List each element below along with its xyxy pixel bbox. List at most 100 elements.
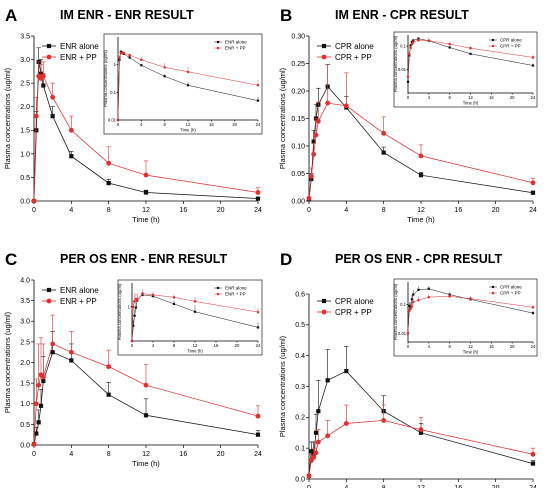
inset-legend-label: CPR + PP [500,44,521,49]
inset-x-tick-label: 16 [209,122,214,127]
y-tick-label: 2.5 [20,81,30,88]
data-point [33,113,39,119]
inset-x-tick-label: 4 [428,344,431,349]
inset-data-point [186,70,190,74]
y-tick-label: 1.5 [20,381,30,388]
x-tick-label: 16 [454,485,462,488]
x-tick-label: 24 [254,451,262,458]
inset-x-tick-label: 4 [152,343,155,348]
y-tick-label: 0.0 [20,442,30,449]
y-axis-title: Plasma concentrations (ug/ml) [3,67,12,169]
inset-data-point [122,51,126,55]
chart-b: B IM ENR - CPR RESULT 0 4 8 12 16 20 24 0.00 0.05 0… [278,6,538,224]
inset-legend-marker [216,292,220,296]
series-line [33,351,259,445]
x-tick-label: 24 [254,207,262,214]
data-point [316,409,321,414]
inset-legend-marker [491,44,495,48]
inset-series-2 [116,51,260,122]
inset-data-point [172,296,176,299]
inset-y-axis-title: Plasma concentrations (ug/ml) [117,283,122,340]
inset-data-point [141,292,144,295]
x-tick-label: 12 [142,451,150,458]
inset-data-point [531,56,535,59]
data-point [344,368,349,374]
data-point [306,195,312,201]
y-tick-label: 0.5 [20,175,30,182]
y-axis-title: Plasma concentrations (ug/ml) [278,335,287,437]
data-point [306,473,312,479]
x-axis-title: Time (h) [132,215,160,224]
inset-legend-label: CPR + PP [500,291,521,296]
x-tick-label: 4 [69,451,73,458]
legend: ENR alone ENR + PP [42,42,99,62]
y-tick-label: 2.5 [20,339,30,346]
data-point [38,403,44,408]
inset-y-tick-label: 0.01 [398,67,407,72]
panel-title: IM ENR - CPR RESULT [335,8,469,22]
data-point [315,118,321,124]
inset-legend-marker [491,285,495,289]
x-tick-label: 20 [217,451,225,458]
inset-data-point [406,80,410,83]
data-point [325,433,331,439]
data-point [106,364,112,370]
inset-x-tick-label: 16 [489,344,494,349]
inset-x-tick-label: 4 [428,95,431,100]
inset-x-tick-label: 24 [256,343,261,348]
inset-legend-label: ENR + PP [225,292,246,297]
y-tick-label: 0.15 [291,116,305,123]
inset-series-2 [406,36,535,78]
inset-data-point [256,326,260,329]
inset-data-point [427,295,431,299]
series-2 [31,314,261,447]
inset-data-point [140,64,143,67]
inset-x-tick-label: 16 [489,95,494,100]
inset-x-tick-label: 12 [186,122,191,127]
inset-x-tick-label: 0 [407,344,410,349]
inset-y-tick-label: 0.1 [400,44,406,49]
inset-data-point [531,312,535,315]
inset-frame [103,33,263,135]
inset-series-2 [406,293,535,335]
inset-data-point [427,287,430,290]
x-tick-label: 24 [529,207,537,214]
data-point [308,173,314,179]
data-point [50,94,56,100]
y-tick-label: 0.00 [291,198,305,205]
inset-chart: 0 4 8 12 16 20 24 0.01 0.1 1 Time (h) Plasma concen… [103,33,263,135]
panel-d: D PER OS ENR - CPR RESULT 0 4 8 12 16 20 24 0.0 0.… [275,244,550,488]
legend-label: CPR alone [335,297,374,306]
data-point [309,449,314,454]
panel-title: PER OS ENR - ENR RESULT [60,252,228,266]
inset-data-point [417,39,420,42]
x-tick-label: 8 [382,207,386,214]
inset-x-tick-label: 4 [140,122,143,127]
inset-data-point [417,288,420,291]
data-point [311,455,317,460]
series-2 [31,61,261,204]
inset-data-point [417,298,420,302]
y-tick-label: 1.5 [20,128,30,135]
inset-x-tick-label: 12 [468,95,473,100]
inset-data-point [448,46,451,49]
x-tick-label: 0 [307,207,311,214]
legend-marker [46,298,52,304]
y-tick-label: 0.4 [295,353,305,360]
inset-data-point [406,332,410,335]
inset-x-axis-title: Time (h) [187,349,203,354]
legend-marker [321,43,327,49]
inset-data-point [193,310,197,313]
inset-data-point [116,118,120,122]
x-tick-label: 16 [179,451,187,458]
data-point [418,427,424,433]
inset-frame [393,31,538,108]
series-line [308,102,534,199]
inset-data-point [469,52,472,55]
data-point [106,180,111,186]
legend: ENR alone ENR + PP [42,286,99,306]
series-line [33,343,259,445]
inset-data-point [172,302,176,306]
y-tick-label: 0.1 [295,446,305,453]
